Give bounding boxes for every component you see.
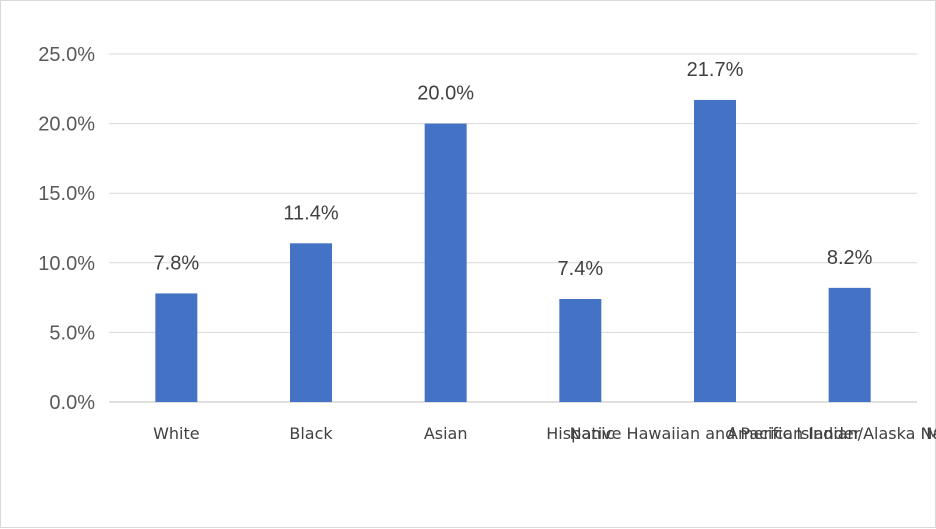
bar (559, 298, 602, 402)
x-tick-label: Multiple Races (926, 424, 936, 443)
x-tick-label: Native Hawaiian and Pacific Islander (570, 424, 861, 443)
data-label: 20.0% (417, 83, 474, 105)
data-labels: 7.8% 11.4% 20.0% 7.4% 21.7% 8.2% (154, 59, 873, 280)
data-label: 21.7% (687, 59, 744, 81)
data-label: 11.4% (283, 202, 338, 224)
x-tick-label: American Indian/Alaska Native (727, 424, 936, 443)
y-tick-label: 25.0% (38, 44, 95, 66)
y-tick-label: 0.0% (49, 392, 95, 414)
bar (694, 99, 736, 402)
bar (290, 243, 332, 402)
x-tick-label: Asian (424, 424, 468, 443)
y-tick-label: 10.0% (38, 253, 95, 275)
data-label: 8.2% (827, 247, 873, 269)
gridlines (109, 53, 917, 403)
bar (155, 293, 198, 402)
x-tick-label: Hispanic (546, 424, 614, 443)
bars (155, 99, 871, 402)
x-tick-label: White (153, 424, 200, 443)
data-label: 7.8% (154, 252, 200, 274)
y-tick-label: 15.0% (38, 183, 95, 205)
bar (828, 287, 871, 402)
data-label: 7.4% (558, 258, 604, 280)
x-tick-label: Black (289, 424, 333, 443)
y-tick-label: 5.0% (49, 322, 95, 344)
y-axis-ticks: 0.0% 5.0% 10.0% 15.0% 20.0% 25.0% (38, 44, 95, 414)
y-tick-label: 20.0% (38, 114, 95, 136)
bar (424, 123, 467, 402)
